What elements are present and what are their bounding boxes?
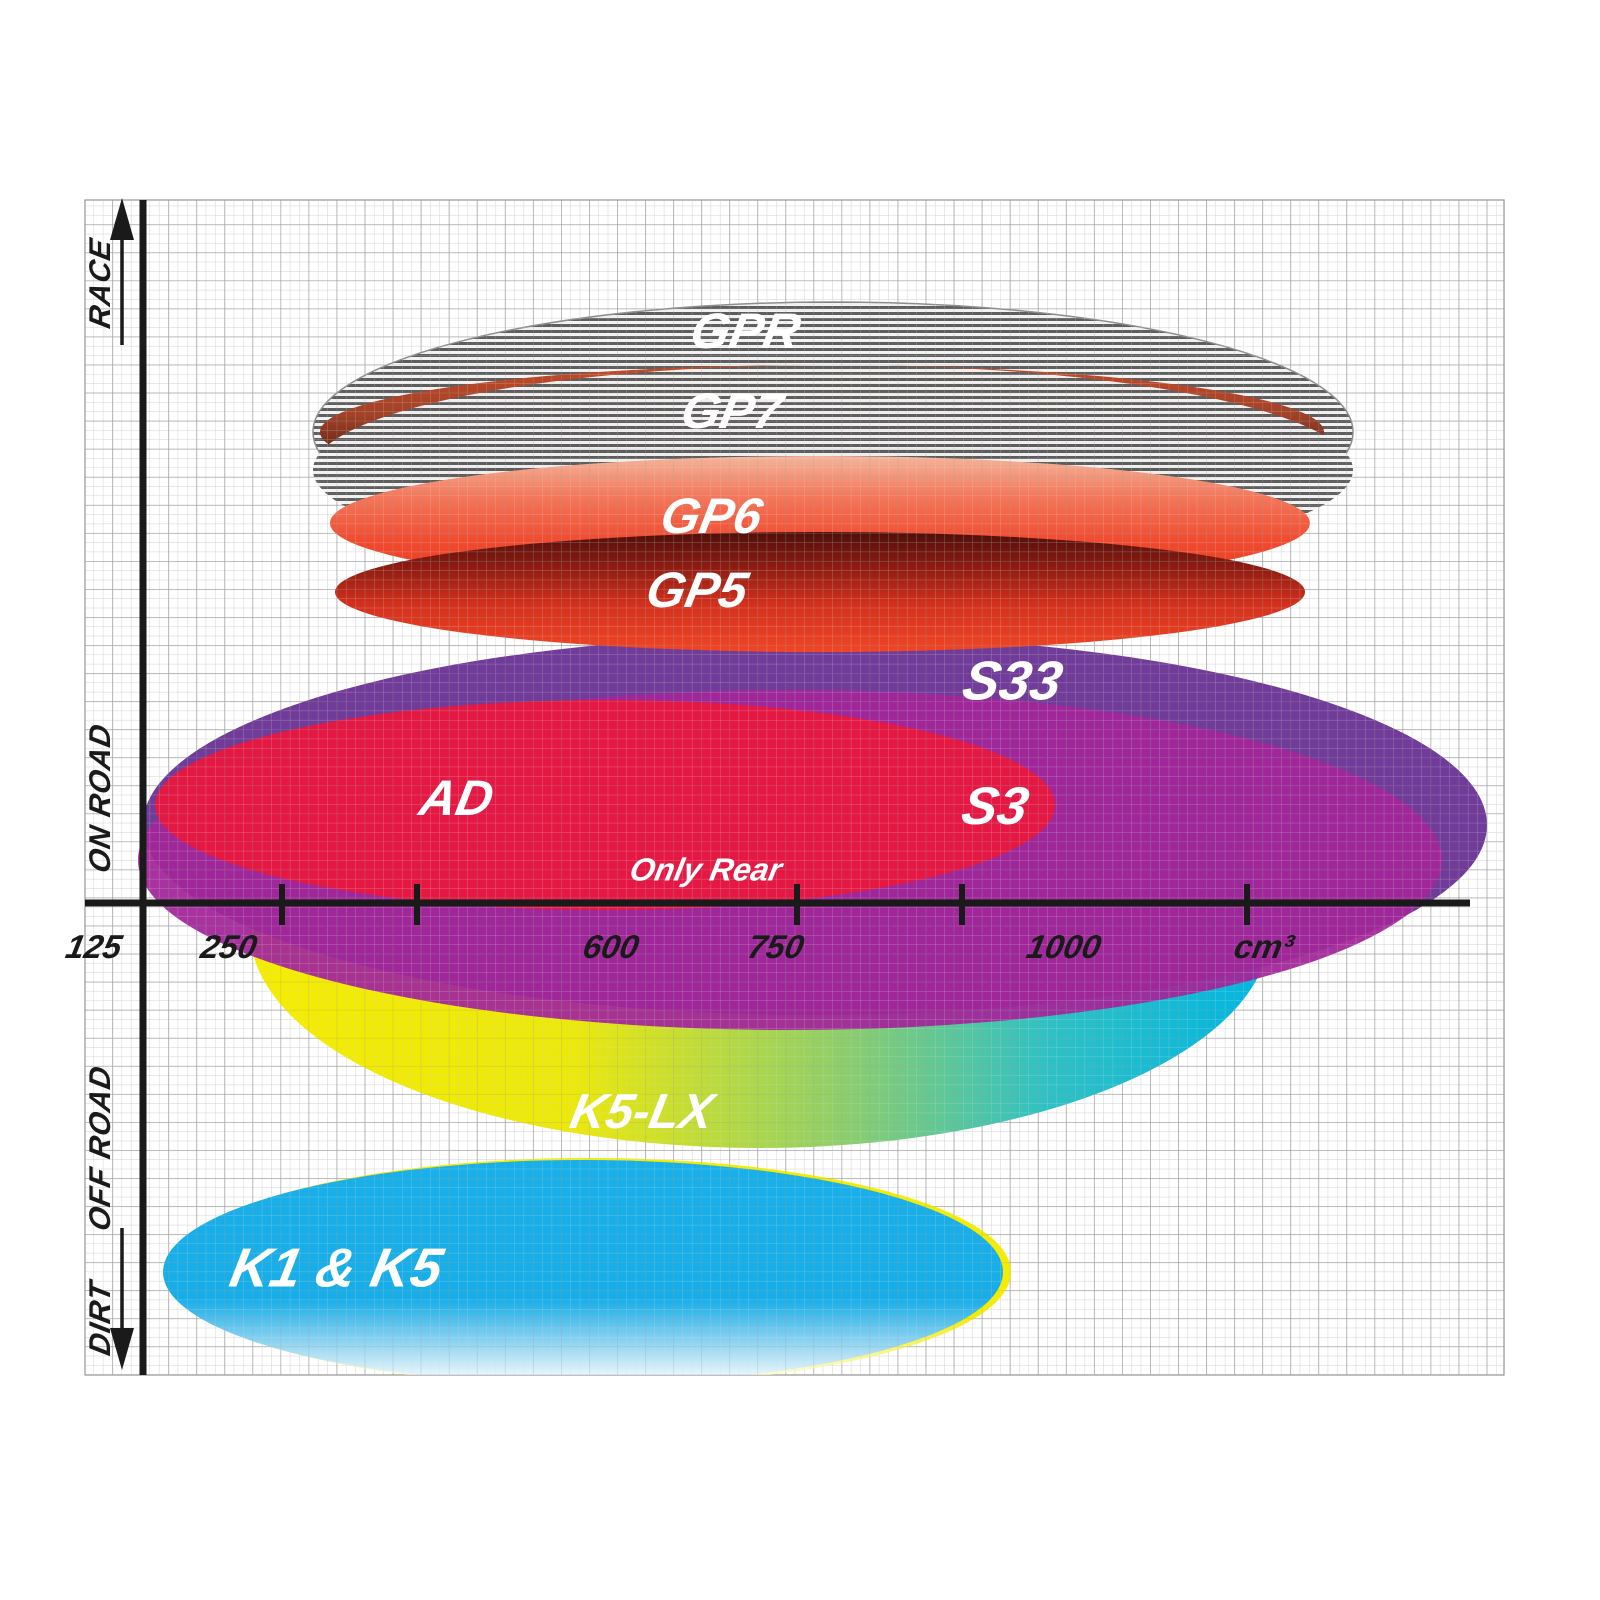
x-tick-label-250: 250 [197,929,261,966]
series-labels-layer: GPR GP7 GP6 GP5 S33 S3 AD Only Rear K5-L… [225,303,1068,1299]
series-label-ad: AD [413,770,498,826]
y-category-on-road: ON ROAD [84,721,117,876]
y-category-race: RACE [84,236,117,331]
series-label-gp7: GP7 [677,383,791,439]
series-label-gp5: GP5 [642,562,754,618]
x-tick-label-750: 750 [745,929,808,966]
series-label-s33: S33 [958,650,1068,711]
x-axis-tick-labels: 125 250 600 750 1000 cm³ [63,929,1298,966]
x-axis-unit-label: cm³ [1231,929,1298,966]
x-tick-label-1000: 1000 [1024,929,1105,966]
axes-layer [85,198,1470,1375]
x-tick-label-125: 125 [63,929,126,966]
series-label-k5lx: K5-LX [566,1084,721,1138]
y-category-dirt: DIRT [84,1277,117,1358]
series-label-s3: S3 [957,777,1033,835]
x-tick-label-600: 600 [580,929,643,966]
series-layer [85,200,1504,1375]
y-axis-category-labels: RACE ON ROAD OFF ROAD DIRT [84,236,117,1359]
y-category-off-road: OFF ROAD [84,1063,117,1234]
race-arrow-up-icon [110,198,134,345]
series-label-gpr: GPR [686,303,806,359]
dirt-arrow-down-icon [110,1228,134,1370]
x-axis-ticks [279,884,1250,925]
series-label-gp6: GP6 [656,488,768,544]
series-label-k1-k5: K1 & K5 [225,1237,449,1298]
annotation-only-rear: Only Rear [627,852,787,888]
